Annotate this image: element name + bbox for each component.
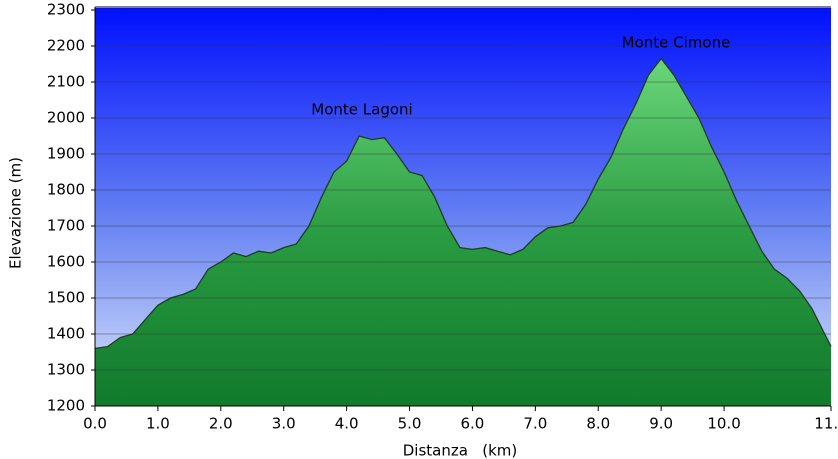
x-tick-label: 4.0	[335, 415, 359, 433]
x-tick-label: 8.0	[586, 415, 610, 433]
elevation-area	[95, 58, 831, 406]
y-tick-label: 2100	[47, 73, 85, 91]
y-tick-label: 1400	[47, 325, 85, 343]
y-tick-label: 1600	[47, 253, 85, 271]
y-tick-label: 2000	[47, 109, 85, 127]
x-tick-label: 5.0	[398, 415, 422, 433]
x-tick-label: 6.0	[461, 415, 485, 433]
elevation-line	[94, 57, 832, 350]
x-tick-label: 3.0	[272, 415, 296, 433]
x-tick-label: 0.0	[83, 415, 107, 433]
y-tick-label: 1800	[47, 181, 85, 199]
x-tick-label: 11.7	[814, 415, 838, 433]
annotation: Monte Lagoni	[311, 101, 412, 119]
x-tick-label: 1.0	[146, 415, 170, 433]
y-tick-label: 1500	[47, 289, 85, 307]
y-tick-label: 2300	[47, 1, 85, 19]
y-tick-label: 1300	[47, 361, 85, 379]
x-tick-label: 7.0	[523, 415, 547, 433]
y-tick-label: 1700	[47, 217, 85, 235]
x-tick-label: 10.0	[707, 415, 740, 433]
y-tick-label: 1900	[47, 145, 85, 163]
y-axis-label: Elevazione (m)	[7, 157, 25, 269]
y-tick-label: 2200	[47, 37, 85, 55]
x-axis-label: Distanza (km)	[403, 442, 518, 459]
x-tick-label: 9.0	[649, 415, 673, 433]
y-tick-label: 1200	[47, 397, 85, 415]
annotation: Monte Cimone	[622, 34, 731, 52]
x-tick-label: 2.0	[209, 415, 233, 433]
